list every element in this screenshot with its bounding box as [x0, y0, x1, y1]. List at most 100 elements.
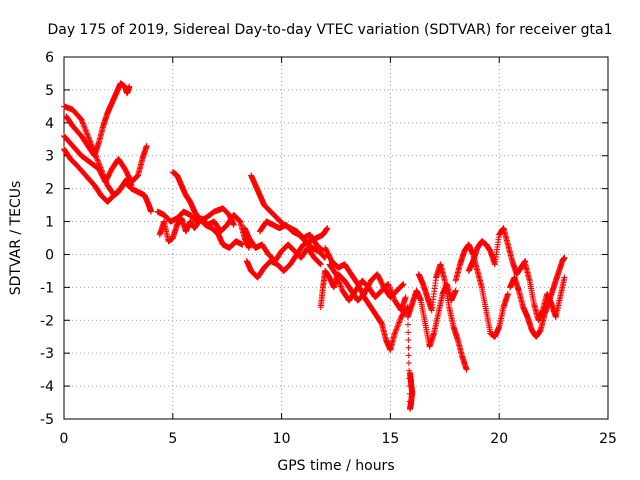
data-point-track-n	[386, 283, 393, 290]
data-point-track-o	[404, 321, 411, 328]
y-tick-label: -5	[40, 412, 54, 428]
y-axis-label: SDTVAR / TECUs	[8, 181, 24, 296]
data-point-track-n	[337, 282, 344, 289]
data-point-track-t	[561, 274, 568, 281]
data-point-track-n	[387, 286, 394, 293]
data-point-track-k	[321, 253, 328, 260]
data-point-track-a	[78, 116, 85, 123]
data-point-track-n	[385, 282, 392, 289]
data-point-track-l	[399, 282, 406, 289]
data-point-track-a	[79, 119, 86, 126]
data-point-track-i	[317, 260, 324, 267]
y-tick-label: -1	[40, 280, 54, 296]
data-point-track-q	[504, 290, 511, 297]
data-point-track-a	[80, 122, 87, 129]
data-point-track-n	[390, 293, 397, 300]
data-point-track-n	[333, 272, 340, 279]
data-point-track-a	[78, 117, 85, 124]
data-point-track-o	[406, 398, 413, 405]
data-point-track-o	[405, 329, 412, 336]
x-axis-label: GPS time / hours	[277, 458, 394, 474]
data-point-track-d	[126, 83, 133, 90]
data-point-track-l	[400, 281, 407, 288]
data-point-track-n	[335, 278, 342, 285]
data-points	[61, 80, 568, 413]
grid-lines	[64, 57, 608, 419]
data-point-track-m	[396, 319, 403, 326]
data-point-track-n	[336, 279, 343, 286]
data-point-track-a	[95, 160, 102, 167]
data-point-track-o	[452, 287, 459, 294]
data-point-track-f	[239, 241, 246, 248]
data-point-track-c	[128, 182, 135, 189]
data-point-track-p	[463, 366, 470, 373]
data-point-track-n	[334, 275, 341, 282]
data-point-track-a	[82, 127, 89, 134]
y-tick-label: 5	[45, 83, 54, 99]
data-point-track-n	[334, 273, 341, 280]
data-point-track-g	[230, 221, 237, 228]
y-tick-label: 4	[45, 116, 54, 132]
data-point-track-o	[405, 352, 412, 359]
data-point-track-m	[395, 320, 402, 327]
x-tick-label: 5	[168, 431, 177, 447]
data-point-track-m	[397, 316, 404, 323]
x-tick-label: 0	[60, 431, 69, 447]
data-point-track-a	[95, 159, 102, 166]
data-point-track-a	[85, 134, 92, 141]
data-point-track-n	[389, 292, 396, 299]
y-tick-label: 3	[45, 149, 54, 165]
data-point-track-a	[86, 137, 93, 144]
data-point-track-a	[148, 208, 155, 215]
data-point-track-n	[336, 280, 343, 287]
data-point-track-s	[561, 254, 568, 261]
data-point-track-n	[389, 290, 396, 297]
data-point-track-m	[391, 330, 398, 337]
data-point-track-o	[405, 337, 412, 344]
data-point-track-b	[143, 142, 150, 149]
data-point-track-a	[94, 157, 101, 164]
data-point-track-a	[80, 120, 87, 127]
data-point-track-e	[245, 244, 252, 251]
data-point-track-o	[406, 406, 413, 413]
x-tick-label: 25	[599, 431, 617, 447]
x-tick-label: 15	[381, 431, 399, 447]
data-point-track-n	[385, 281, 392, 288]
data-point-track-l	[399, 281, 406, 288]
y-tick-label: 2	[45, 182, 54, 198]
data-point-track-a	[86, 135, 93, 142]
data-point-track-n	[387, 287, 394, 294]
y-tick-label: -3	[40, 346, 54, 362]
data-point-track-n	[335, 276, 342, 283]
data-point-track-o	[406, 367, 413, 374]
data-point-track-a	[84, 131, 91, 138]
data-point-track-a	[83, 130, 90, 137]
data-point-track-o	[406, 375, 413, 382]
y-tick-label: 1	[45, 215, 54, 231]
x-tick-label: 10	[273, 431, 291, 447]
data-point-track-a	[84, 132, 91, 139]
y-tick-label: -2	[40, 313, 54, 329]
data-point-track-n	[338, 284, 345, 291]
data-point-track-i	[316, 260, 323, 267]
data-point-track-m	[395, 322, 402, 329]
data-point-track-a	[82, 126, 89, 133]
data-point-track-j	[324, 225, 331, 232]
data-point-track-k	[321, 254, 328, 261]
chart-title: Day 175 of 2019, Sidereal Day-to-day VTE…	[47, 22, 612, 38]
y-tick-label: 0	[45, 247, 54, 263]
data-point-track-o	[405, 360, 412, 367]
data-point-track-m	[396, 318, 403, 325]
data-point-track-a	[83, 128, 90, 135]
data-point-track-a	[81, 124, 88, 131]
data-point-track-a	[81, 123, 88, 130]
x-tick-label: 20	[490, 431, 508, 447]
data-point-track-n	[386, 285, 393, 292]
data-point-track-o	[406, 390, 413, 397]
data-point-track-o	[406, 383, 413, 390]
data-point-track-m	[393, 324, 400, 331]
data-point-track-m	[393, 326, 400, 333]
data-point-track-n	[337, 283, 344, 290]
axis-ticks	[63, 56, 609, 420]
